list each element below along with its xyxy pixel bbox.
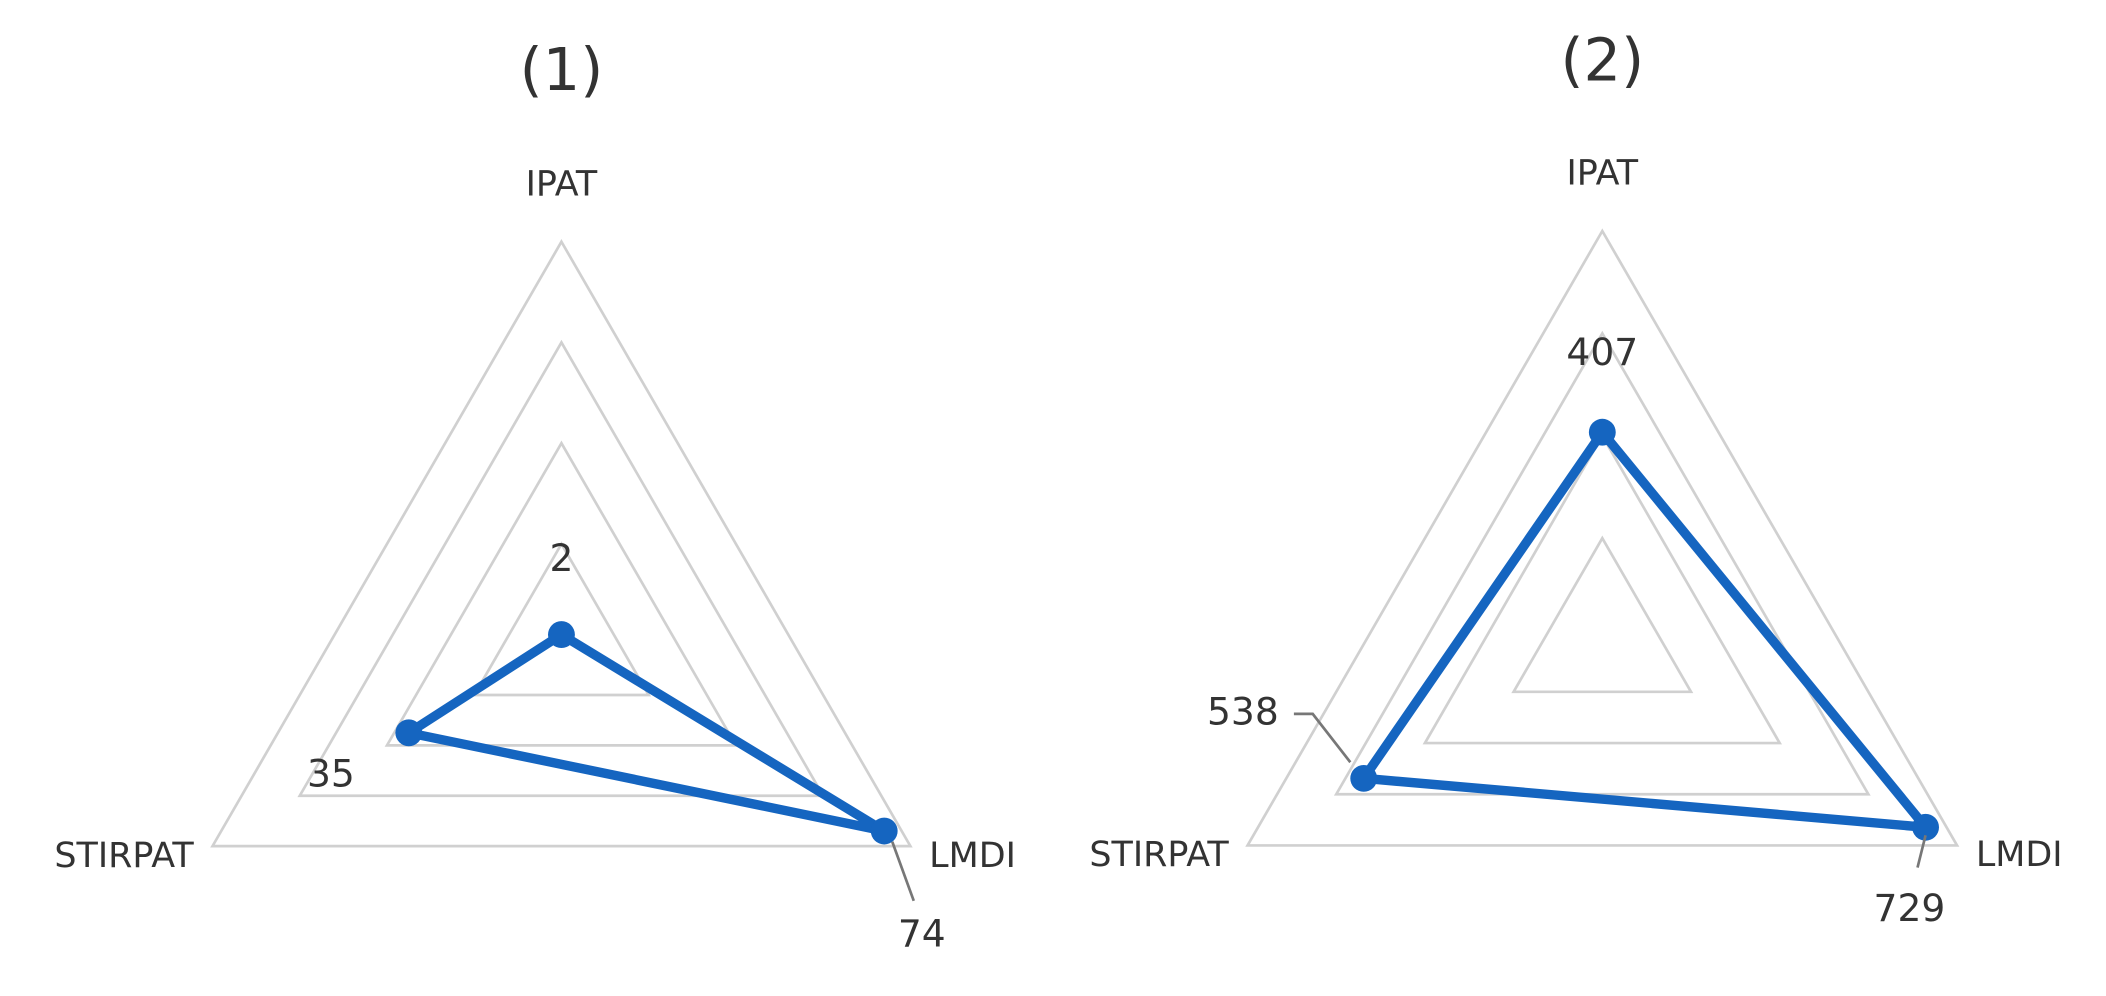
grid-line	[1333, 330, 1871, 796]
grid-line	[1422, 433, 1783, 745]
axis-label: LMDI	[929, 836, 1016, 876]
leader-line	[891, 841, 916, 902]
data-point	[1912, 813, 1939, 841]
leader-line	[1916, 835, 1927, 868]
grid-line	[1245, 228, 1960, 847]
data-point	[870, 817, 898, 845]
data-label: 407	[1566, 330, 1638, 374]
data-label: 2	[549, 536, 573, 580]
axis-label: IPAT	[1566, 154, 1638, 194]
data-point	[395, 719, 423, 747]
chart-title: (2)	[1560, 26, 1644, 95]
grid-line	[384, 440, 739, 747]
data-point	[548, 621, 575, 649]
radar-line	[404, 629, 889, 836]
grid-line	[471, 541, 652, 697]
axis-label: LMDI	[1976, 835, 2063, 875]
grid-line	[297, 339, 826, 798]
axis-label: IPAT	[526, 164, 598, 204]
leader-line	[1293, 712, 1352, 764]
data-label: 74	[898, 911, 946, 955]
axis-label: STIRPAT	[54, 836, 194, 876]
data-label: 729	[1874, 886, 1946, 930]
chart-title: (1)	[520, 35, 604, 104]
grid-line	[1511, 535, 1694, 694]
data-label: 35	[307, 751, 355, 795]
data-point	[1588, 418, 1616, 446]
axis-label: STIRPAT	[1089, 835, 1229, 875]
data-label: 538	[1207, 689, 1279, 733]
radar-line	[1359, 427, 1931, 832]
grid-line	[210, 239, 913, 848]
data-point	[1350, 764, 1378, 792]
